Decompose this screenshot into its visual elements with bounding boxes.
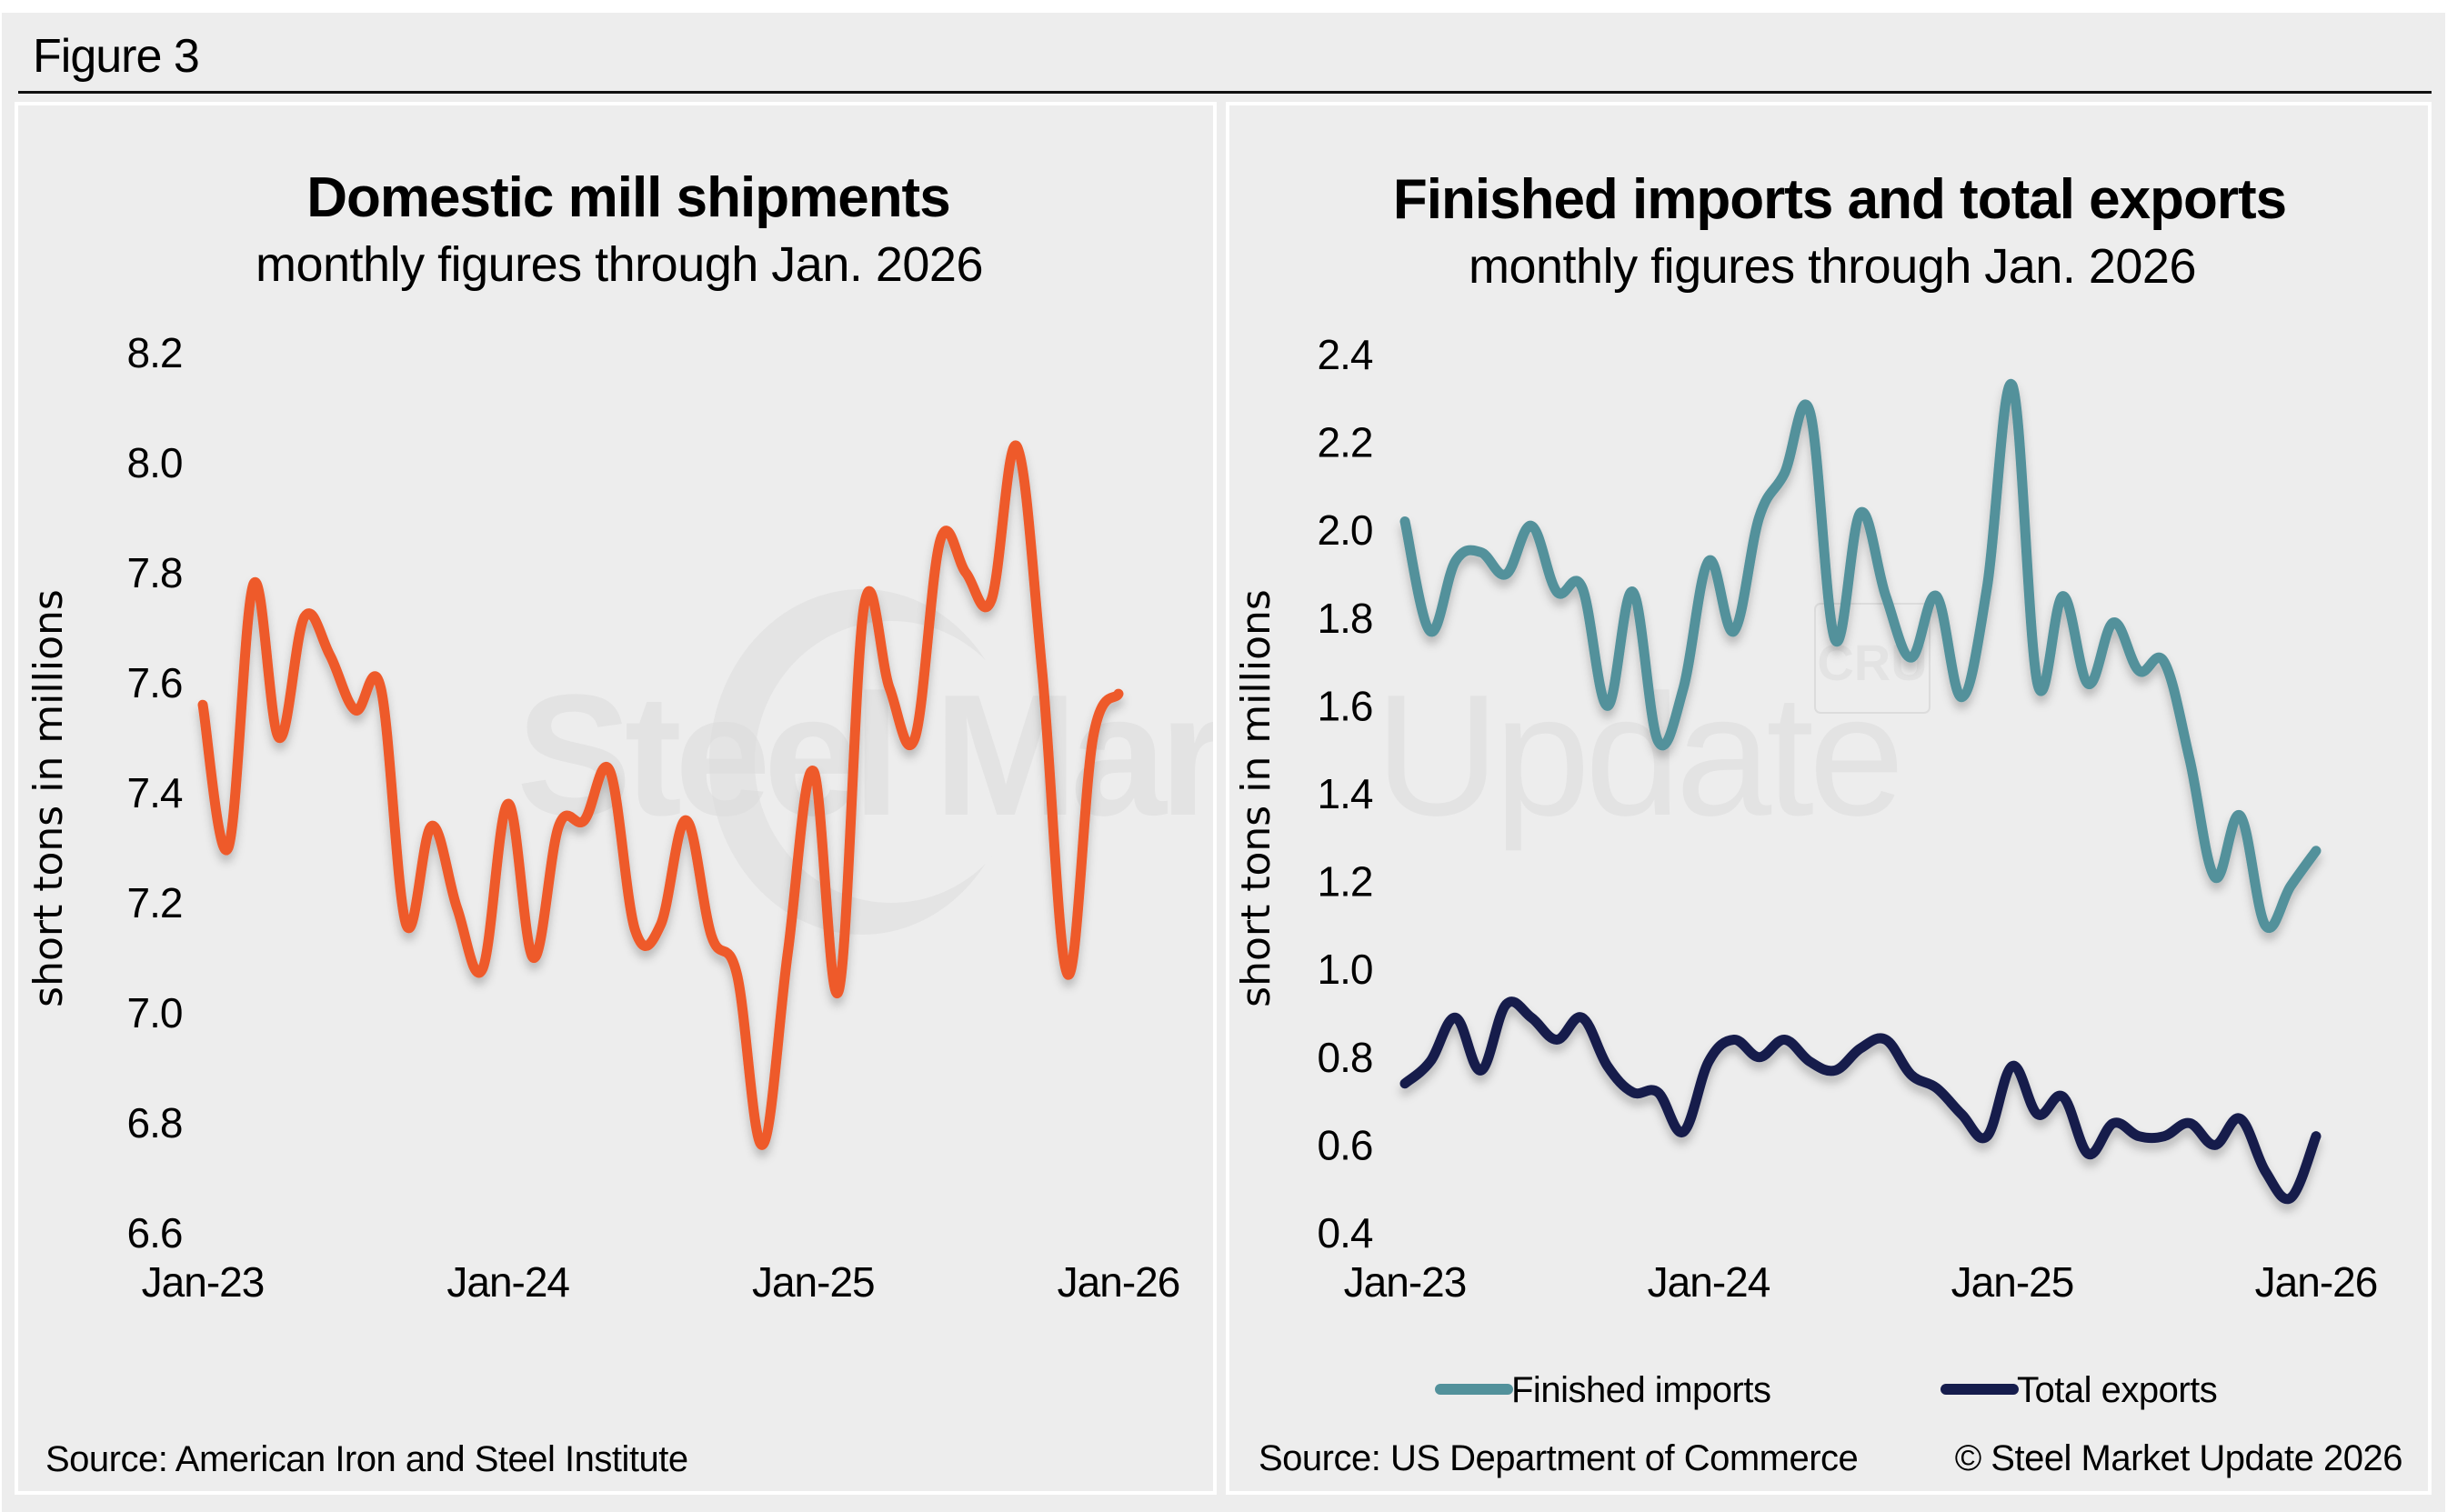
legend-label-exports: Total exports [2017, 1370, 2217, 1410]
series-points [202, 446, 1119, 1146]
series-line-total-exports [1399, 996, 2322, 1205]
y-tick-label: 1.2 [1318, 858, 1373, 906]
trade-chart: Update CRU Finished imports and total ex… [1233, 168, 2403, 1478]
x-tick-label: Jan-24 [446, 1258, 569, 1306]
watermark-logo: Steel Market [516, 589, 1213, 935]
y-tick-label: 0.6 [1318, 1121, 1373, 1168]
y-axis-ticks: 2.4 2.2 2.0 1.8 1.6 1.4 1.2 1.0 0.8 0.6 0.4 [1318, 331, 1374, 1257]
figure-frame: Figure 3 [2, 13, 2445, 1512]
x-tick-label: Jan-23 [142, 1258, 265, 1306]
y-tick-label: 7.4 [127, 769, 183, 816]
y-axis-label: short tons in millions [1233, 589, 1279, 1007]
y-tick-label: 2.4 [1318, 331, 1373, 378]
chart-subtitle: monthly figures through Jan. 2026 [1469, 239, 2196, 294]
watermark-badge-icon [1814, 603, 1931, 714]
x-tick-label: Jan-25 [1951, 1258, 2074, 1306]
y-tick-label: 8.0 [127, 439, 183, 486]
x-axis-ticks: Jan-23 Jan-24 Jan-25 Jan-26 [1344, 1258, 2379, 1306]
x-tick-label: Jan-26 [2255, 1258, 2378, 1306]
x-tick-label: Jan-23 [1344, 1258, 1467, 1306]
y-tick-label: 0.8 [1318, 1034, 1373, 1081]
series-points [1404, 1004, 2317, 1198]
y-tick-label: 1.4 [1318, 770, 1373, 817]
source-note: Source: US Department of Commerce [1259, 1438, 1858, 1478]
x-tick-label: Jan-25 [752, 1258, 875, 1306]
y-tick-label: 6.8 [127, 1099, 183, 1147]
y-tick-label: 1.6 [1318, 682, 1373, 729]
legend-label-imports: Finished imports [1511, 1370, 1770, 1410]
watermark-logo: Update CRU [1375, 603, 1931, 852]
chart-subtitle: monthly figures through Jan. 2026 [256, 237, 983, 292]
source-note: Source: American Iron and Steel Institut… [45, 1439, 688, 1479]
y-tick-label: 2.0 [1318, 506, 1373, 554]
shipments-panel: Steel Market Domestic mill shipments mon… [15, 102, 1217, 1495]
y-tick-label: 7.6 [127, 659, 183, 706]
legend: Finished imports Total exports [1435, 1370, 2218, 1410]
figure-header-rule [18, 91, 2432, 94]
figure-label: Figure 3 [33, 30, 200, 83]
series-lines [197, 440, 1124, 1150]
x-tick-label: Jan-26 [1058, 1258, 1180, 1306]
y-axis-ticks: 8.2 8.0 7.8 7.6 7.4 7.2 7.0 6.8 6.6 [127, 329, 184, 1257]
shipments-chart: Steel Market Domestic mill shipments mon… [25, 166, 1213, 1479]
y-tick-label: 8.2 [127, 329, 183, 376]
chart-title: Domestic mill shipments [306, 166, 949, 229]
trade-panel: Update CRU Finished imports and total ex… [1226, 102, 2432, 1495]
y-tick-label: 0.4 [1318, 1209, 1373, 1257]
series-points [1404, 385, 2317, 926]
legend-item-finished-imports[interactable]: Finished imports [1435, 1370, 1771, 1410]
legend-item-total-exports[interactable]: Total exports [1941, 1370, 2218, 1410]
y-axis-label: short tons in millions [25, 589, 72, 1007]
y-tick-label: 7.8 [127, 549, 183, 596]
series-lines [1399, 378, 2322, 1205]
copyright-note: © Steel Market Update 2026 [1955, 1438, 2402, 1478]
watermark-text-bold: Steel Market [516, 659, 1213, 852]
y-tick-label: 7.0 [127, 989, 183, 1036]
x-tick-label: Jan-24 [1648, 1258, 1770, 1306]
watermark-text-light: Update [1375, 659, 1900, 852]
y-tick-label: 6.6 [127, 1209, 183, 1257]
x-axis-ticks: Jan-23 Jan-24 Jan-25 Jan-26 [142, 1258, 1181, 1306]
y-tick-label: 1.8 [1318, 595, 1373, 642]
y-tick-label: 2.2 [1318, 419, 1373, 466]
chart-title: Finished imports and total exports [1393, 168, 2286, 231]
y-tick-label: 1.0 [1318, 946, 1373, 993]
y-tick-label: 7.2 [127, 879, 183, 926]
